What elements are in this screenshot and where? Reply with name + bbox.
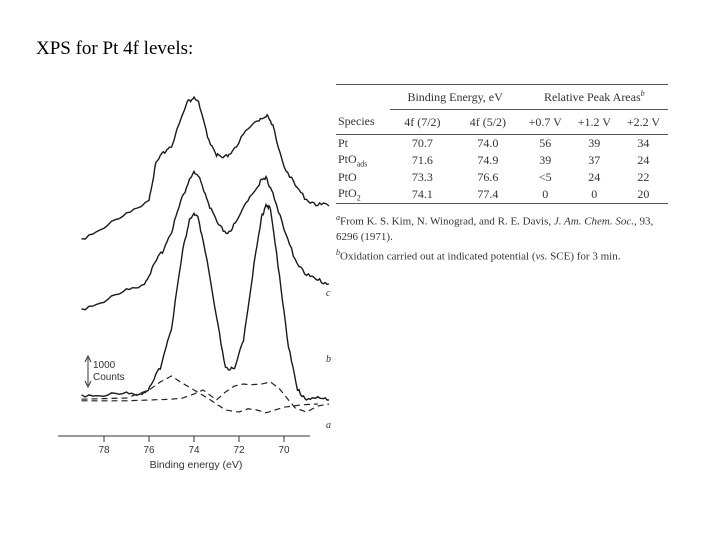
fit-component-curve — [81, 381, 330, 413]
trace-label-a: a — [326, 420, 331, 431]
area-cell: 34 — [637, 136, 650, 150]
x-tick-label: 78 — [98, 445, 110, 456]
x-tick-label: 74 — [188, 445, 200, 456]
be72-cell: 74.1 — [411, 187, 433, 201]
scale-bar-unit: Counts — [93, 372, 125, 383]
area-cell: 22 — [637, 170, 650, 184]
species-cell: PtO2 — [338, 186, 361, 203]
area-cell: 39 — [539, 153, 552, 167]
be72-cell: 71.6 — [411, 153, 433, 167]
trace-label-b: b — [326, 354, 331, 365]
x-tick-label: 76 — [143, 445, 155, 456]
counts-scale-bar: 1000 Counts — [84, 354, 125, 389]
scale-bar-number: 1000 — [93, 360, 116, 371]
x-axis-title: Binding energy (eV) — [150, 459, 243, 471]
area-cell: 0 — [591, 187, 598, 201]
col-4f-52: 4f (5/2) — [469, 114, 507, 129]
spectrum-trace-c — [81, 95, 330, 240]
trace-label-c: c — [326, 288, 331, 299]
be52-cell: 74.9 — [477, 153, 499, 167]
col-potential-1: +0.7 V — [528, 114, 562, 129]
area-cell: 37 — [588, 153, 601, 167]
peak-area-header: Relative Peak Areasb — [520, 84, 668, 110]
spectrum-trace-a — [81, 202, 329, 401]
col-species: Species — [338, 114, 375, 129]
be72-cell: 70.7 — [411, 136, 433, 150]
be52-cell: 74.0 — [477, 136, 499, 150]
area-cell: 20 — [637, 187, 650, 201]
slide-title: XPS for Pt 4f levels: — [36, 38, 194, 59]
col-potential-3: +2.2 V — [626, 114, 661, 129]
fit-component-curve — [81, 375, 318, 414]
area-cell: 24 — [637, 153, 650, 167]
col-4f-72: 4f (7/2) — [404, 114, 441, 129]
table-footnotes: aFrom K. S. Kim, N. Winograd, and R. E. … — [336, 210, 668, 264]
col-potential-2: +1.2 V — [577, 114, 611, 129]
footnote-b: bOxidation carried out at indicated pote… — [336, 247, 621, 263]
species-cell: Pt — [338, 136, 349, 150]
area-cell: 56 — [539, 136, 552, 150]
be52-cell: 77.4 — [477, 187, 499, 201]
peak-area-table: Binding Energy, eV Relative Peak Areasb … — [336, 84, 668, 264]
x-tick-label: 70 — [278, 445, 290, 456]
binding-energy-header: Binding Energy, eV — [389, 84, 521, 110]
species-cell: PtOads — [338, 152, 368, 169]
area-cell: <5 — [538, 170, 552, 184]
area-cell: 39 — [588, 136, 601, 150]
area-cell: 24 — [588, 170, 601, 184]
footnote-a: aFrom K. S. Kim, N. Winograd, and R. E. … — [336, 213, 654, 243]
x-axis: 78 76 74 72 70 — [58, 435, 310, 456]
spectrum-curves: c b a — [81, 95, 331, 431]
area-cell: 0 — [542, 187, 549, 201]
be72-cell: 73.3 — [411, 170, 433, 184]
be52-cell: 76.6 — [477, 170, 499, 184]
species-cell: PtO — [338, 170, 357, 184]
x-tick-label: 72 — [233, 445, 245, 456]
spectrum-trace-b — [81, 169, 330, 311]
